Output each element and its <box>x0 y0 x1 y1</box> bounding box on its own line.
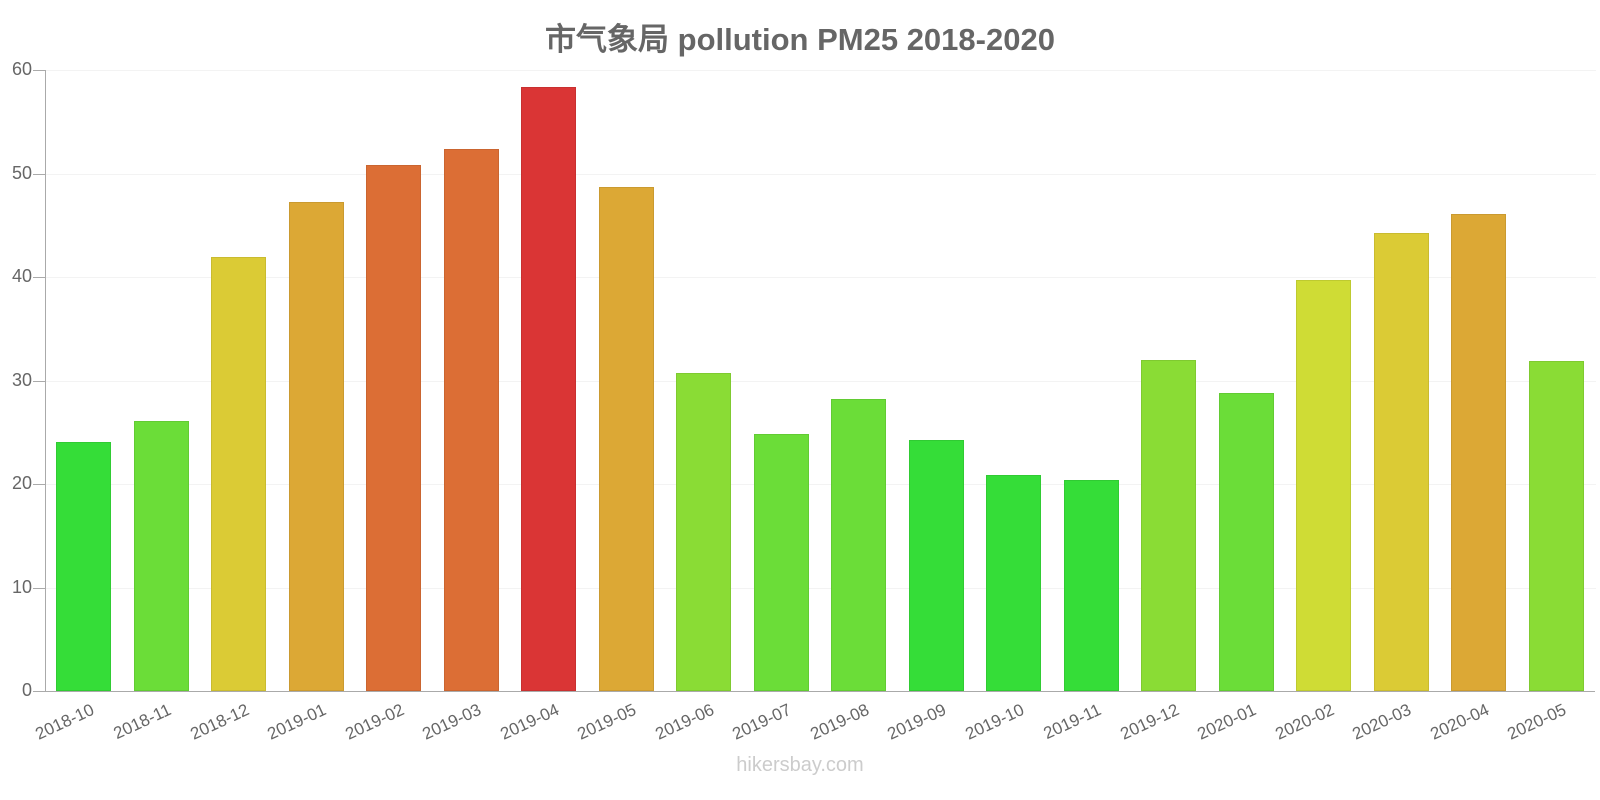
bar-2019-09[interactable] <box>909 440 964 692</box>
bar-2019-01[interactable] <box>289 202 344 691</box>
bar-2019-06[interactable] <box>676 373 731 691</box>
y-tick-label: 20 <box>0 473 32 494</box>
y-tick-mark <box>33 691 45 692</box>
y-tick-label: 0 <box>0 680 32 701</box>
bar-2020-03[interactable] <box>1374 233 1429 692</box>
bar-2018-12[interactable] <box>211 257 266 691</box>
x-tick-label: 2019-08 <box>782 700 872 756</box>
x-tick-label: 2019-03 <box>395 700 485 756</box>
x-tick-label: 2019-12 <box>1092 700 1182 756</box>
x-tick-label: 2018-12 <box>162 700 252 756</box>
y-tick-mark <box>33 174 45 175</box>
x-tick-label: 2019-02 <box>317 700 407 756</box>
y-tick-label: 60 <box>0 59 32 80</box>
x-tick-label: 2020-04 <box>1402 700 1492 756</box>
x-tick-label: 2020-01 <box>1170 700 1260 756</box>
y-tick-label: 50 <box>0 163 32 184</box>
bar-2019-07[interactable] <box>754 434 809 691</box>
x-tick-label: 2019-07 <box>705 700 795 756</box>
y-tick-mark <box>33 277 45 278</box>
x-tick-label: 2019-04 <box>472 700 562 756</box>
bar-2019-11[interactable] <box>1064 480 1119 691</box>
bar-2018-11[interactable] <box>134 421 189 691</box>
x-tick-label: 2019-05 <box>550 700 640 756</box>
x-tick-label: 2020-02 <box>1247 700 1337 756</box>
bar-2019-03[interactable] <box>444 149 499 691</box>
x-tick-label: 2018-11 <box>85 700 175 756</box>
y-tick-label: 10 <box>0 577 32 598</box>
bar-2020-05[interactable] <box>1529 361 1584 691</box>
bar-2020-01[interactable] <box>1219 393 1274 691</box>
bar-2019-10[interactable] <box>986 475 1041 691</box>
x-tick-label: 2019-01 <box>240 700 330 756</box>
y-tick-label: 30 <box>0 370 32 391</box>
watermark: hikersbay.com <box>0 754 1600 777</box>
y-tick-mark <box>33 70 45 71</box>
chart-title: 市气象局 pollution PM25 2018-2020 <box>0 14 1600 59</box>
bar-2020-02[interactable] <box>1296 280 1351 691</box>
x-axis-line <box>45 691 1595 692</box>
x-tick-label: 2020-05 <box>1480 700 1570 756</box>
x-tick-label: 2018-10 <box>7 700 97 756</box>
x-tick-label: 2020-03 <box>1325 700 1415 756</box>
x-tick-label: 2019-06 <box>627 700 717 756</box>
bar-2020-04[interactable] <box>1451 214 1506 691</box>
bar-2019-04[interactable] <box>521 87 576 691</box>
y-tick-mark <box>33 381 45 382</box>
plot-area <box>46 70 1596 691</box>
bar-2019-05[interactable] <box>599 187 654 691</box>
y-tick-mark <box>33 588 45 589</box>
y-tick-mark <box>33 484 45 485</box>
x-tick-label: 2019-11 <box>1015 700 1105 756</box>
bar-2019-12[interactable] <box>1141 360 1196 691</box>
x-tick-label: 2019-09 <box>860 700 950 756</box>
bar-2018-10[interactable] <box>56 442 111 691</box>
bar-2019-02[interactable] <box>366 165 421 691</box>
y-tick-label: 40 <box>0 266 32 287</box>
bar-2019-08[interactable] <box>831 399 886 691</box>
x-tick-label: 2019-10 <box>937 700 1027 756</box>
